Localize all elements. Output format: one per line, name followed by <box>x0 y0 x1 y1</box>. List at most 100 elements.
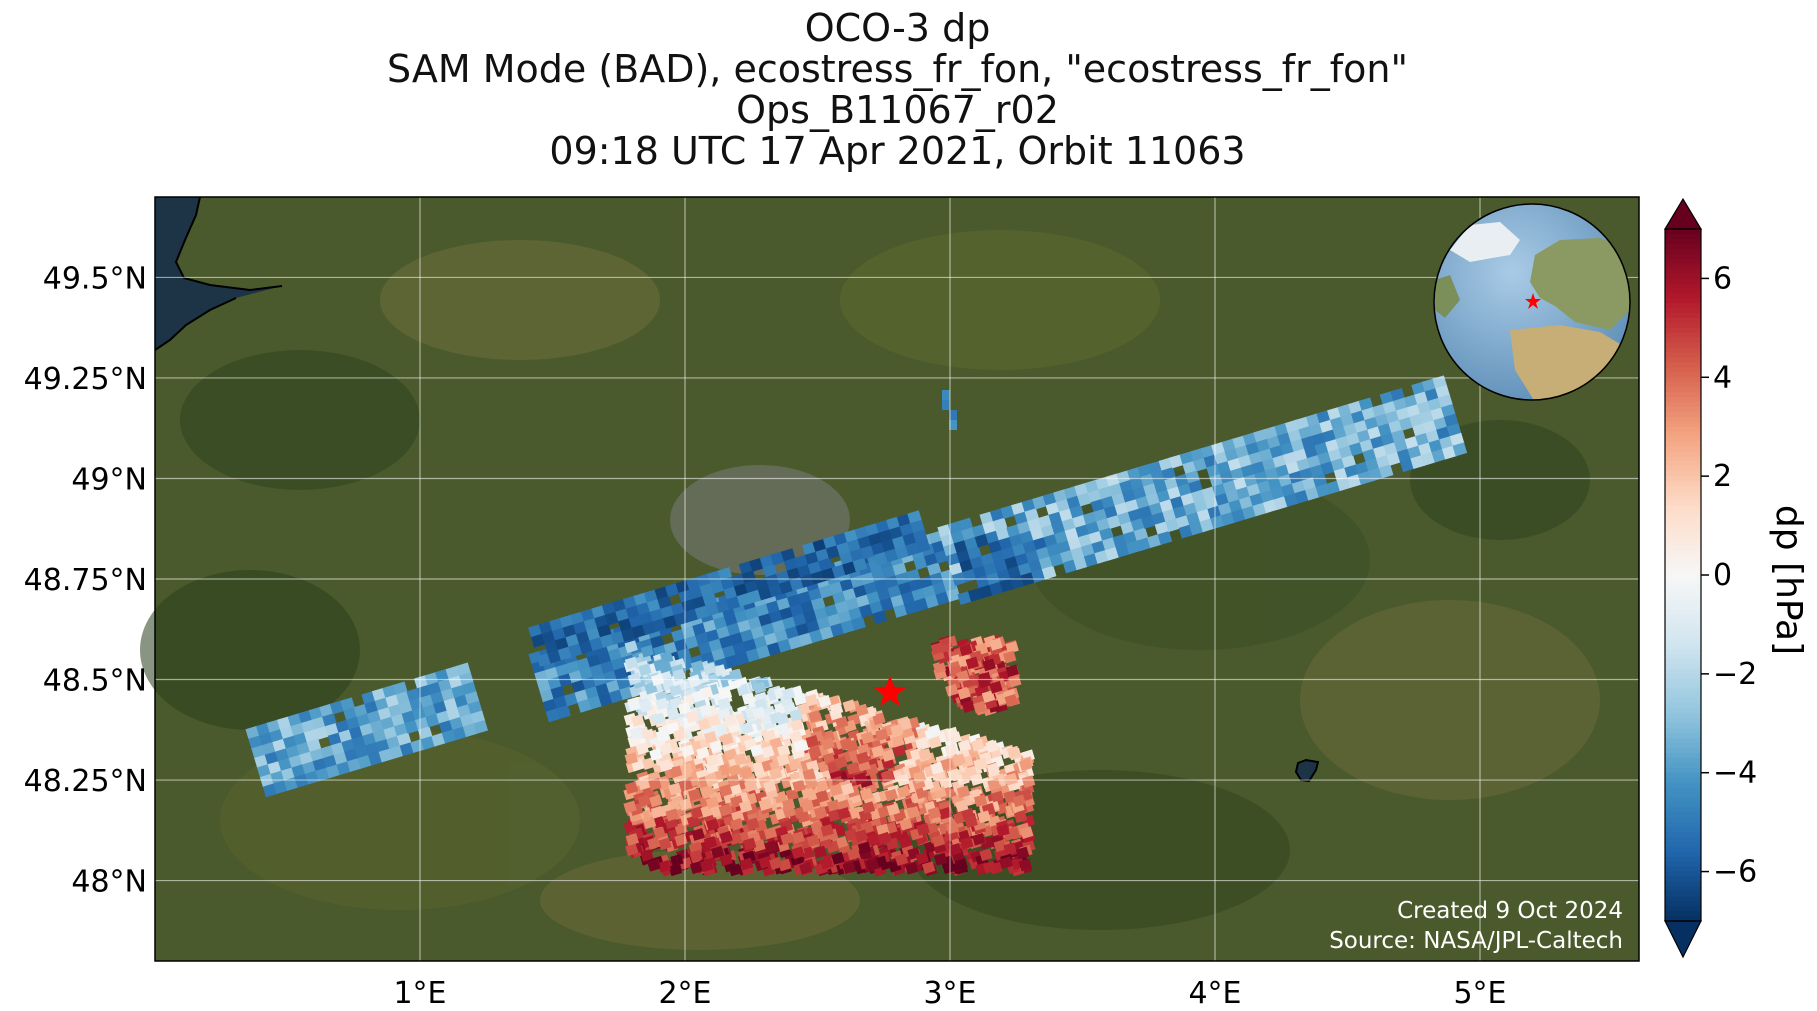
sounding-pixel <box>700 859 714 873</box>
sounding-pixel <box>1005 664 1020 678</box>
sounding-pixel <box>786 567 802 582</box>
sounding-pixel <box>647 858 661 872</box>
longitude-tick-label: 4°E <box>1188 976 1241 1011</box>
sounding-pixel <box>557 646 573 661</box>
sounding-pixel <box>1178 524 1194 539</box>
sounding-pixel <box>969 555 985 570</box>
sounding-pixel <box>256 722 271 737</box>
sounding-pixel <box>1285 461 1301 476</box>
colorbar-segment <box>1665 708 1701 714</box>
sounding-pixel <box>744 606 760 621</box>
sounding-pixel <box>396 732 412 747</box>
sounding-pixel <box>282 735 298 750</box>
sounding-pixel <box>1257 480 1272 495</box>
sounding-pixel <box>269 729 285 744</box>
colorbar-segment <box>1665 402 1701 408</box>
sounding-pixel <box>586 654 602 669</box>
colorbar-segment <box>1665 377 1701 383</box>
sounding-pixel <box>545 708 561 723</box>
longitude-labels: 1°E 2°E 3°E 4°E 5°E <box>393 976 1506 1011</box>
sounding-pixel <box>649 794 663 808</box>
sounding-pixel <box>1290 438 1306 453</box>
sounding-pixel <box>747 589 763 604</box>
sounding-pixel <box>1126 467 1142 482</box>
sounding-pixel <box>1070 546 1086 561</box>
colorbar-segment <box>1665 550 1701 556</box>
sounding-pixel <box>1136 537 1152 552</box>
sounding-pixel <box>1072 514 1088 529</box>
sounding-pixel <box>774 629 790 644</box>
sounding-pixel <box>1266 435 1282 450</box>
sounding-pixel <box>842 699 857 713</box>
sounding-pixel <box>264 751 280 766</box>
sounding-pixel <box>980 552 996 567</box>
sounding-pixel <box>1123 530 1138 545</box>
sounding-pixel <box>689 849 703 863</box>
sounding-pixel <box>717 567 733 582</box>
sounding-pixel <box>769 857 783 870</box>
colorbar-segment <box>1665 530 1701 537</box>
sounding-pixel <box>1418 442 1433 457</box>
sounding-pixel <box>776 597 792 612</box>
colorbar-segment <box>1665 278 1701 284</box>
sounding-pixel <box>1238 496 1254 511</box>
sounding-pixel <box>1132 486 1148 501</box>
sounding-pixel <box>655 729 670 742</box>
sounding-pixel <box>1101 495 1116 510</box>
sounding-pixel <box>705 818 720 832</box>
sounding-pixel <box>967 587 983 602</box>
sounding-pixel <box>799 862 813 875</box>
sounding-pixel <box>1051 521 1066 536</box>
sounding-pixel <box>1115 543 1131 558</box>
colorbar-tick-label: 6 <box>1713 261 1732 296</box>
sounding-pixel <box>1287 429 1303 444</box>
sounding-pixel <box>1280 441 1295 456</box>
sounding-pixel <box>256 764 272 779</box>
sounding-pixel <box>1122 489 1137 504</box>
sounding-pixel <box>335 719 351 734</box>
sounding-pixel <box>904 861 919 875</box>
sounding-pixel <box>819 856 834 870</box>
sounding-pixel <box>711 648 727 663</box>
sounding-pixel <box>1162 508 1178 523</box>
sounding-pixel <box>822 535 838 550</box>
sounding-pixel <box>1085 521 1101 536</box>
sounding-pixel <box>935 591 951 606</box>
sounding-pixel <box>1186 511 1201 526</box>
sounding-pixel <box>1219 470 1235 485</box>
sounding-pixel <box>1372 403 1387 418</box>
sounding-pixel <box>723 613 739 628</box>
colorbar-segment <box>1665 649 1701 655</box>
sounding-pixel <box>604 611 620 626</box>
sounding-pixel <box>865 522 880 537</box>
sounding-pixel <box>266 719 282 734</box>
sounding-pixel <box>1354 461 1370 476</box>
sounding-pixel <box>837 610 853 625</box>
colorbar-segment <box>1665 283 1701 289</box>
sounding-pixel <box>1004 772 1018 786</box>
sounding-pixel <box>761 622 776 637</box>
sounding-pixel <box>1336 477 1352 492</box>
sounding-pixel <box>1017 562 1033 577</box>
sounding-pixel <box>902 532 918 547</box>
sounding-pixel <box>651 711 666 725</box>
sounding-pixel <box>1237 454 1253 469</box>
sounding-pixel <box>1415 432 1430 447</box>
sounding-pixel <box>932 581 948 596</box>
sounding-pixel <box>669 765 683 779</box>
sounding-pixel <box>1227 457 1243 472</box>
sounding-pixel <box>1311 432 1327 447</box>
longitude-tick-label: 1°E <box>393 976 446 1011</box>
sounding-pixel <box>1375 454 1391 469</box>
sounding-pixel <box>657 860 672 873</box>
colorbar-segment <box>1665 584 1701 591</box>
sounding-pixel <box>383 726 399 741</box>
sounding-pixel <box>942 861 956 875</box>
sounding-pixel <box>1329 416 1345 431</box>
colorbar-segment <box>1665 441 1701 448</box>
colorbar-segment <box>1665 520 1701 527</box>
sounding-pixel <box>624 752 639 765</box>
sounding-pixel <box>623 800 637 814</box>
sounding-pixel <box>1095 476 1111 491</box>
sounding-pixel <box>1256 438 1271 453</box>
